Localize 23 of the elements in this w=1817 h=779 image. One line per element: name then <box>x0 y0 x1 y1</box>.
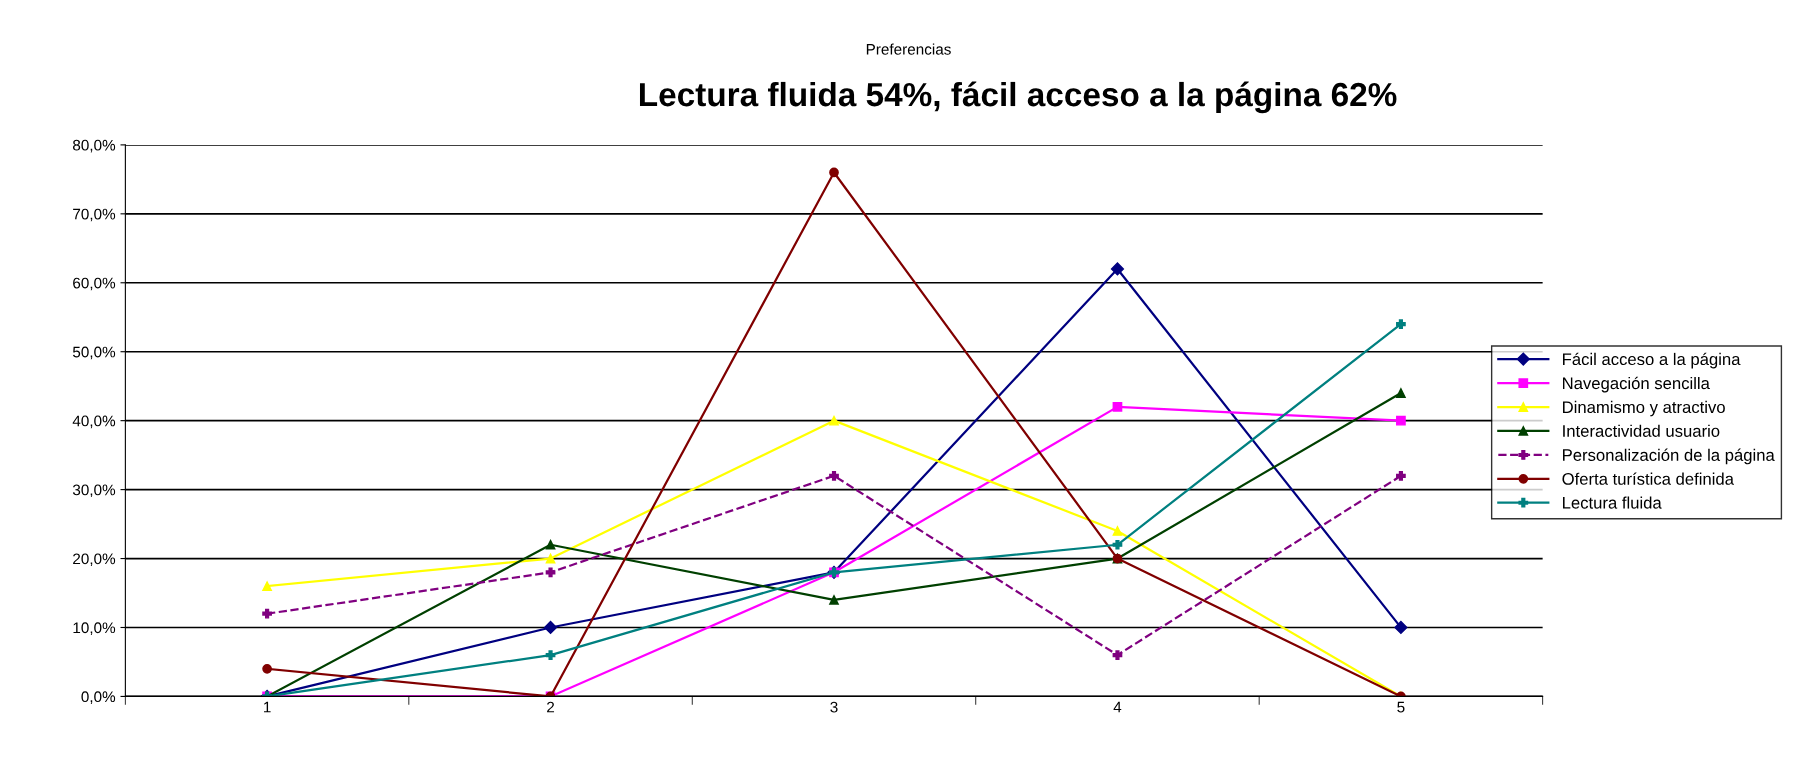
y-tick-label: 0,0% <box>81 691 116 704</box>
y-tick-label: 50,0% <box>72 346 116 360</box>
y-tick-label: 10,0% <box>73 622 116 635</box>
legend-label: Oferta turística definida <box>1562 472 1734 485</box>
x-tick-label: 4 <box>1113 701 1122 713</box>
y-tick-label: 20,0% <box>73 553 116 567</box>
legend-label: Fácil acceso a la página <box>1563 352 1741 369</box>
legend-label: Personalización de la página <box>1563 448 1775 465</box>
y-tick-label: 80,0% <box>73 139 116 153</box>
y-tick-label: 70,0% <box>73 208 116 222</box>
legend-label: Dinamismo y atractivo <box>1563 400 1725 417</box>
y-tick-label: 60,0% <box>73 277 116 291</box>
y-tick-label: 40,0% <box>72 415 116 429</box>
chart-title: Preferencias <box>866 43 951 55</box>
chart-subtitle: Lectura fluida 54%, fácil acceso a la página 62% <box>639 81 1397 114</box>
legend-label: Lectura fluida <box>1563 496 1662 509</box>
legend-label: Interactividad usuario <box>1563 424 1720 437</box>
y-tick-label: 30,0% <box>72 484 116 498</box>
x-tick-label: 2 <box>547 701 555 713</box>
legend-label: Navegación sencilla <box>1563 376 1710 393</box>
x-tick-label: 5 <box>1397 701 1405 713</box>
x-tick-label: 1 <box>264 701 271 713</box>
x-tick-label: 3 <box>830 701 838 713</box>
